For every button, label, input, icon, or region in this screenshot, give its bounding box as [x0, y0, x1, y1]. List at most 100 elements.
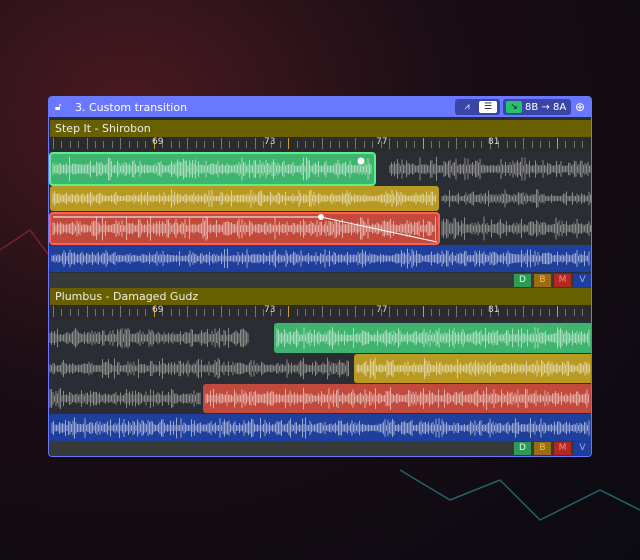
ruler-tick [456, 138, 458, 149]
ruler-tick [170, 309, 172, 316]
ruler-label: 69 [152, 137, 164, 147]
ruler-tick [338, 141, 340, 148]
ruler-tick [515, 309, 516, 316]
ruler-tick [162, 141, 164, 148]
fx-button-m[interactable]: M [554, 274, 571, 287]
ruler-tick [86, 306, 88, 317]
ruler-tick [271, 141, 273, 148]
ruler-tick [481, 309, 483, 316]
fx-button-b[interactable]: B [534, 442, 551, 455]
clip-waveform [52, 156, 372, 182]
list-icon[interactable]: ☰ [479, 101, 497, 113]
ruler-label: 81 [488, 137, 500, 147]
zoom-in-icon[interactable]: ⊕ [575, 100, 586, 114]
ruler-tick [498, 309, 500, 316]
fx-button-d[interactable]: D [514, 442, 531, 455]
ruler-tick [53, 306, 54, 317]
ruler-tick [95, 141, 96, 148]
beat-ruler[interactable]: 69 73 77 81 [50, 305, 591, 318]
ruler-tick [78, 309, 80, 316]
ruler-tick [439, 141, 441, 148]
ruler-tick [456, 306, 458, 317]
ruler-tick [162, 309, 164, 316]
ruler-tick [229, 141, 231, 148]
ruler-tick [237, 309, 239, 316]
ruler-tick [86, 138, 88, 149]
ruler-tick [506, 309, 508, 316]
fx-button-v[interactable]: V [574, 442, 591, 455]
clip-waveform [356, 357, 590, 380]
unlock-icon[interactable]: 🔓︎ [55, 101, 62, 113]
ruler-tick [489, 138, 491, 149]
cue-point[interactable] [357, 157, 365, 165]
ruler-tick [548, 309, 550, 316]
ruler-tick [237, 141, 239, 148]
ruler-tick [204, 141, 206, 148]
ruler-tick [405, 309, 407, 316]
ruler-tick [179, 141, 180, 148]
ruler-tick [431, 309, 432, 316]
ruler-tick [380, 141, 382, 148]
ruler-tick [380, 309, 382, 316]
ruler-tick [347, 141, 348, 148]
ruler-tick [531, 309, 533, 316]
key-change-group: ↘ 8B → 8A [503, 99, 571, 115]
ruler-tick [431, 141, 432, 148]
arrow-down-right-icon[interactable]: ↘ [506, 101, 522, 113]
ruler-tick [389, 138, 390, 149]
track-title: Step It - Shirobon [50, 120, 591, 137]
clip-waveform [205, 387, 589, 410]
beat-ruler[interactable]: 69 73 77 81 [50, 137, 591, 150]
ruler-tick [78, 141, 80, 148]
ruler-tick [254, 138, 256, 149]
ruler-tick [179, 309, 180, 316]
fx-button-v[interactable]: V [574, 274, 591, 287]
ruler-tick [305, 309, 306, 316]
key-change-label: 8B → 8A [525, 101, 567, 113]
inactive-waveform [49, 357, 349, 380]
ruler-tick [481, 141, 483, 148]
ruler-tick [263, 141, 264, 148]
ruler-tick [363, 141, 365, 148]
ruler-tick [473, 141, 474, 148]
clip-waveform [276, 327, 590, 349]
ruler-tick [397, 309, 399, 316]
ruler-label: 69 [152, 305, 164, 315]
ruler-tick [120, 306, 122, 317]
track-lanes [49, 152, 591, 272]
waveform-icon[interactable]: ⩘ [464, 102, 470, 112]
ruler-tick [573, 141, 575, 148]
ruler-tick [355, 138, 357, 149]
inactive-waveform [441, 189, 591, 208]
ruler-tick [523, 306, 525, 317]
ruler-tick [195, 309, 197, 316]
ruler-tick [137, 309, 138, 316]
ruler-tick [582, 309, 584, 316]
ruler-label: 77 [376, 305, 388, 315]
ruler-tick [187, 138, 189, 149]
ruler-tick [405, 141, 407, 148]
ruler-tick [254, 306, 256, 317]
ruler-tick [582, 141, 584, 148]
fx-button-b[interactable]: B [534, 274, 551, 287]
fx-button-d[interactable]: D [514, 274, 531, 287]
ruler-tick [296, 309, 298, 316]
inactive-waveform [49, 387, 201, 410]
ruler-tick [279, 141, 281, 148]
ruler-tick [473, 309, 474, 316]
ruler-tick [61, 309, 63, 316]
ruler-tick [557, 306, 558, 317]
track-lanes [49, 323, 591, 442]
fx-button-m[interactable]: M [554, 442, 571, 455]
inactive-waveform [389, 156, 591, 182]
envelope-point[interactable] [318, 214, 324, 220]
ruler-tick [53, 138, 54, 149]
ruler-tick [464, 141, 466, 148]
ruler-tick [447, 141, 449, 148]
ruler-tick [540, 309, 542, 316]
ruler-tick [288, 138, 290, 149]
ruler-tick [263, 309, 264, 316]
inactive-waveform [441, 216, 591, 241]
